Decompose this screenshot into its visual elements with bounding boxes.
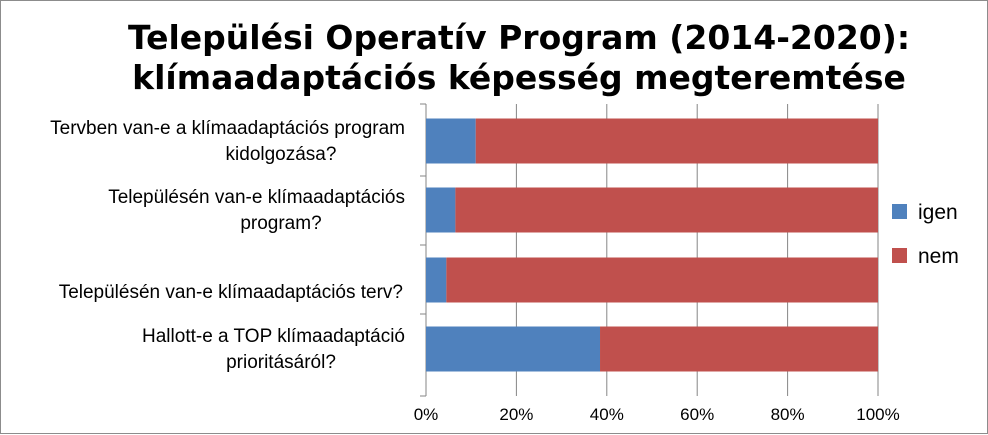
bar-nem [455,187,878,233]
bar-igen [426,326,601,372]
bar-igen [426,187,456,233]
category-label: Tervben van-e a klímaadaptációs program [50,118,405,139]
bar-igen [426,118,476,164]
category-label: program? [240,213,321,234]
x-tick-label: 40% [590,405,624,424]
x-tick-label: 100% [856,405,899,424]
x-tick-label: 80% [771,405,805,424]
bar-nem [600,326,878,372]
legend: igen nem [892,201,959,268]
category-label: prioritásáról? [226,352,336,373]
bar-nem [475,118,878,164]
category-label: Településén van-e klímaadaptációs [108,187,405,208]
category-label: Hallott-e a TOP klímaadaptáció [142,326,405,347]
chart-title-line: Települési Operatív Program (2014-2020): [128,18,910,57]
category-label: kidolgozása? [226,144,337,165]
legend-swatch-nem [892,248,907,263]
category-label: Településén van-e klímaadaptációs terv? [59,282,403,303]
legend-label-igen: igen [918,201,958,224]
legend-swatch-igen [892,204,907,219]
x-axis-ticks: 0% 20% 40% 60% 80% 100% [414,405,900,424]
x-tick-label: 60% [680,405,714,424]
bar-nem [446,257,878,303]
chart-title-line: klímaadaptációs képesség megteremtése [132,58,906,97]
category-labels: Tervben van-e a klímaadaptációs program k… [50,118,405,373]
x-tick-label: 20% [499,405,533,424]
x-tick-label: 0% [414,405,439,424]
legend-label-nem: nem [918,245,959,268]
chart-title: Települési Operatív Program (2014-2020):… [128,18,910,97]
bar-igen [426,257,447,303]
bars [426,118,878,372]
